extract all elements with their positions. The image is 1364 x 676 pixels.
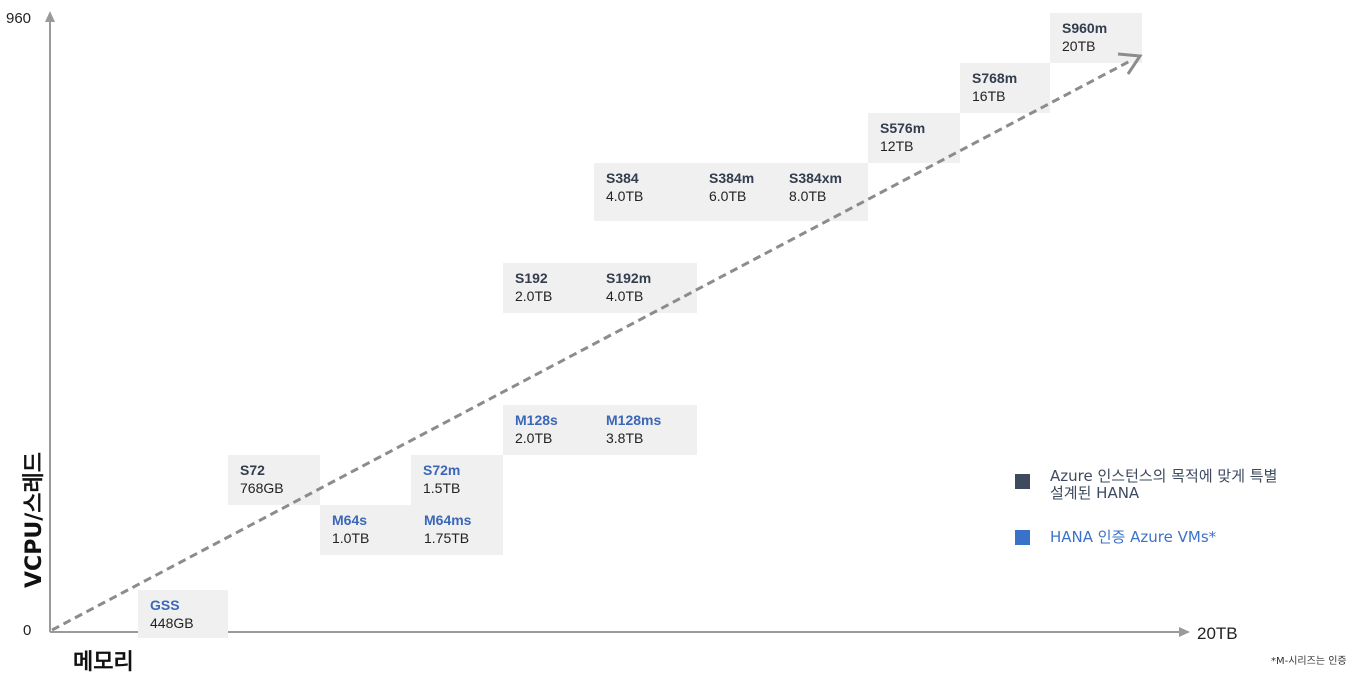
instance-item: M64ms 1.75TB [424, 512, 471, 547]
instance-name: S192m [606, 270, 652, 286]
instance-name: S576m [880, 120, 926, 136]
instance-group-s192: S192 2.0TB S192m 4.0TB [503, 263, 697, 313]
instance-item: S384xm 8.0TB [789, 170, 842, 205]
y-axis-max-label: 960 [6, 10, 32, 27]
instance-group-gss: GSS 448GB [138, 590, 228, 638]
instance-name: S960m [1062, 20, 1108, 36]
legend-hli-label-line1: Azure 인스턴스의 목적에 맞게 특별 [1050, 467, 1278, 485]
x-axis-title: 메모리 [73, 650, 134, 675]
instance-item: S192 2.0TB [515, 270, 552, 305]
instance-memory: 768GB [240, 480, 284, 496]
instance-name: GSS [150, 597, 180, 613]
instance-name: S384xm [789, 170, 842, 186]
instance-memory: 3.8TB [606, 430, 644, 446]
y-axis-arrowhead [45, 11, 55, 22]
instance-group-s768m: S768m 16TB [960, 63, 1050, 113]
instance-item: S384m 6.0TB [709, 170, 754, 205]
instance-memory: 12TB [880, 138, 914, 154]
y-axis-title: VCPU/스레드 [22, 452, 47, 588]
instance-group-s72: S72 768GB [228, 455, 320, 505]
instance-group-s72m: S72m 1.5TB [411, 455, 503, 505]
instance-memory: 20TB [1062, 38, 1096, 54]
instance-name: S768m [972, 70, 1018, 86]
instance-memory: 1.5TB [423, 480, 461, 496]
instance-item: S384 4.0TB [606, 170, 643, 205]
legend-hli-swatch [1015, 474, 1030, 489]
legend-hli-label-line2: 설계된 HANA [1050, 484, 1140, 502]
x-axis-arrowhead [1179, 627, 1190, 637]
instance-name: M128ms [606, 412, 662, 428]
instance-group-s576m: S576m 12TB [868, 113, 960, 163]
instance-memory: 6.0TB [709, 188, 747, 204]
instance-name: S192 [515, 270, 548, 286]
footnote: *M-시리즈는 인증 [1271, 656, 1347, 667]
instance-item: S576m 12TB [880, 120, 925, 155]
instance-group-s384: S384 4.0TB S384m 6.0TB S384xm 8.0TB [594, 163, 868, 221]
instance-item: S72m 1.5TB [423, 462, 460, 497]
instance-memory: 2.0TB [515, 288, 553, 304]
x-axis-max-label: 20TB [1197, 624, 1238, 643]
instance-name: S72m [423, 462, 461, 478]
instance-name: M64ms [424, 512, 472, 528]
instance-name: M128s [515, 412, 558, 428]
instance-item: S960m 20TB [1062, 20, 1107, 55]
instance-name: S72 [240, 462, 265, 478]
instance-item: GSS 448GB [150, 597, 194, 632]
origin-label: 0 [23, 622, 32, 639]
instance-memory: 4.0TB [606, 288, 644, 304]
instance-item: M128ms 3.8TB [606, 412, 661, 447]
instance-name: S384m [709, 170, 755, 186]
instance-memory: 16TB [972, 88, 1006, 104]
instance-item: S192m 4.0TB [606, 270, 651, 305]
instance-item: S768m 16TB [972, 70, 1017, 105]
legend-vm-label: HANA 인증 Azure VMs* [1050, 528, 1217, 546]
instance-memory: 1.75TB [424, 530, 470, 546]
instance-item: S72 768GB [240, 462, 284, 497]
trend-line [51, 58, 1133, 632]
legend-vm-swatch [1015, 530, 1030, 545]
legend: Azure 인스턴스의 목적에 맞게 특별 설계된 HANA HANA 인증 A… [1015, 468, 1360, 558]
instance-name: S384 [606, 170, 639, 186]
instance-name: M64s [332, 512, 368, 528]
instance-memory: 4.0TB [606, 188, 644, 204]
instance-item: M128s 2.0TB [515, 412, 558, 447]
instance-memory: 8.0TB [789, 188, 827, 204]
instance-item: M64s 1.0TB [332, 512, 369, 547]
instance-memory: 448GB [150, 615, 194, 631]
instance-memory: 1.0TB [332, 530, 370, 546]
instance-group-m64: M64s 1.0TB M64ms 1.75TB [320, 505, 503, 555]
instance-memory: 2.0TB [515, 430, 553, 446]
trend-arrowhead [1117, 52, 1143, 75]
instance-group-m128: M128s 2.0TB M128ms 3.8TB [503, 405, 697, 455]
